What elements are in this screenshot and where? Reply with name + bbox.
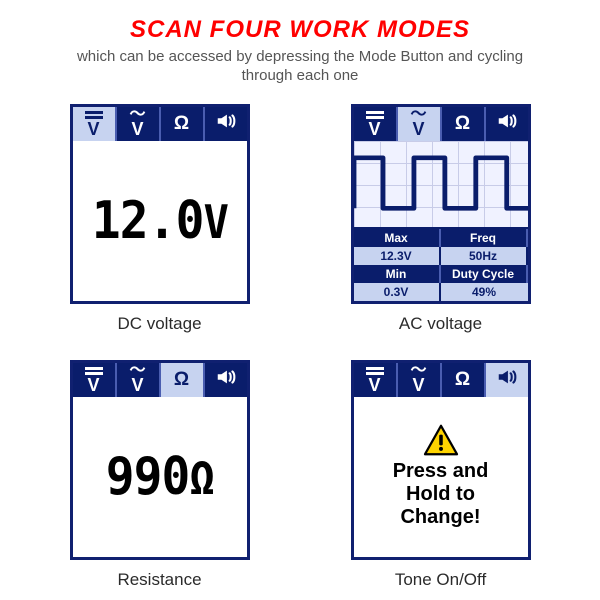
resistance-tab[interactable]: Ω (440, 107, 484, 141)
ac-icon: 〜V (129, 366, 145, 394)
page: SCAN FOUR WORK MODES which can be access… (0, 0, 600, 600)
mode-caption: Tone On/Off (335, 570, 546, 590)
ac-value-min: 0.3V (354, 283, 441, 301)
dc-voltage-tab[interactable]: V (354, 107, 396, 141)
speaker-icon (496, 110, 518, 137)
resistance-tab[interactable]: Ω (440, 363, 484, 397)
dc-voltage-tab[interactable]: V (354, 363, 396, 397)
ac-voltage-tab[interactable]: 〜V (396, 363, 440, 397)
dc-icon: V (85, 367, 103, 393)
resistance-tab[interactable]: Ω (159, 107, 203, 141)
tone-message-area: Press and Hold to Change! (354, 397, 528, 557)
resistance-tab[interactable]: Ω (159, 363, 203, 397)
ac-voltage-tab[interactable]: 〜V (396, 107, 440, 141)
ac-value-duty: 49% (441, 283, 528, 301)
tabbar: V 〜V Ω (354, 363, 528, 397)
speaker-icon (496, 366, 518, 393)
mode-grid: V 〜V Ω (18, 104, 582, 590)
dc-icon: V (85, 111, 103, 137)
mode-ac: V 〜V Ω (335, 104, 546, 334)
device-screen-res: V 〜V Ω (70, 360, 250, 560)
dc-voltage-tab[interactable]: V (73, 363, 115, 397)
tabbar: V 〜V Ω (73, 107, 247, 141)
readout-area: 12.0V (73, 141, 247, 301)
ac-value-max: 12.3V (354, 247, 441, 265)
warning-icon (423, 424, 459, 456)
tone-tab[interactable] (484, 363, 528, 397)
readout-area: 990Ω (73, 397, 247, 557)
dc-voltage-tab[interactable]: V (73, 107, 115, 141)
page-title: SCAN FOUR WORK MODES (18, 16, 582, 44)
ac-icon: 〜V (410, 110, 426, 138)
ac-header-freq: Freq (441, 229, 528, 247)
dc-icon: V (366, 367, 384, 393)
mode-caption: DC voltage (54, 314, 265, 334)
device-screen-ac: V 〜V Ω (351, 104, 531, 304)
tone-message: Press and Hold to Change! (393, 460, 489, 529)
ohm-icon: Ω (455, 113, 470, 135)
reading-value: 990Ω (105, 447, 213, 507)
tone-tab[interactable] (203, 363, 247, 397)
page-subtitle: which can be accessed by depressing the … (60, 48, 540, 86)
mode-resistance: V 〜V Ω (54, 360, 265, 590)
ac-stats-table: Max Freq 12.3V 50Hz Min Duty Cycle 0.3V … (354, 227, 528, 301)
ac-icon: 〜V (410, 366, 426, 394)
ohm-icon: Ω (174, 113, 189, 135)
mode-tone: V 〜V Ω (335, 360, 546, 590)
speaker-icon (215, 366, 237, 393)
ohm-icon: Ω (455, 369, 470, 391)
tabbar: V 〜V Ω (73, 363, 247, 397)
ac-header-duty: Duty Cycle (441, 265, 528, 283)
tone-tab[interactable] (484, 107, 528, 141)
speaker-icon (215, 110, 237, 137)
ohm-icon: Ω (174, 369, 189, 391)
ac-header-max: Max (354, 229, 441, 247)
device-screen-tone: V 〜V Ω (351, 360, 531, 560)
tone-tab[interactable] (203, 107, 247, 141)
reading-value: 12.0V (91, 191, 227, 251)
ac-value-freq: 50Hz (441, 247, 528, 265)
ac-waveform (354, 141, 528, 227)
ac-voltage-tab[interactable]: 〜V (115, 363, 159, 397)
dc-icon: V (366, 111, 384, 137)
ac-icon: 〜V (129, 110, 145, 138)
mode-dc: V 〜V Ω (54, 104, 265, 334)
tabbar: V 〜V Ω (354, 107, 528, 141)
ac-voltage-tab[interactable]: 〜V (115, 107, 159, 141)
mode-caption: AC voltage (335, 314, 546, 334)
mode-caption: Resistance (54, 570, 265, 590)
ac-header-min: Min (354, 265, 441, 283)
device-screen-dc: V 〜V Ω (70, 104, 250, 304)
